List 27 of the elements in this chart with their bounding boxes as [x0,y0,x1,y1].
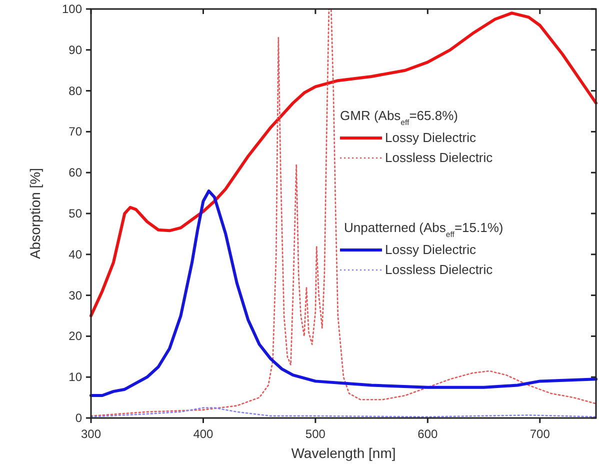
x-tick-label: 600 [418,427,438,441]
annotation: GMR (Abs$_{eff}$=65.8%) [340,108,458,126]
line-series [90,190,598,398]
y-tick-label: 80 [68,84,82,98]
y-tick-label: 20 [68,329,82,344]
legend-label: Lossless Dielectric [385,262,494,277]
x-tick-label: 700 [530,427,550,441]
y-tick-label: 0 [75,411,82,425]
y-tick-label: 40 [68,247,82,262]
y-tick-label: 60 [68,166,82,180]
legend-label: Lossless Dielectric [385,150,494,165]
y-axis-title: Absorption [%] [27,168,43,260]
x-tick-label: 400 [193,427,214,441]
legend-label: Lossy Dielectric [385,130,477,145]
x-tick-label: 500 [305,427,326,441]
x-axis-title: Wavelength [nm] [291,445,396,461]
y-tick-label: 50 [68,206,82,220]
x-tick-label: 300 [80,427,102,441]
annotation: Unpatterned (Abs$_{eff}$=15.1%) [344,220,504,238]
y-tick-label: 10 [68,370,82,384]
y-tick-label: 70 [68,124,82,139]
y-tick-label: 30 [68,288,82,302]
y-tick-label: 100 [62,2,82,16]
legend-label: Lossy Dielectric [385,242,477,257]
y-tick-label: 90 [68,42,82,57]
line-series [90,12,598,318]
line-series [90,407,597,418]
